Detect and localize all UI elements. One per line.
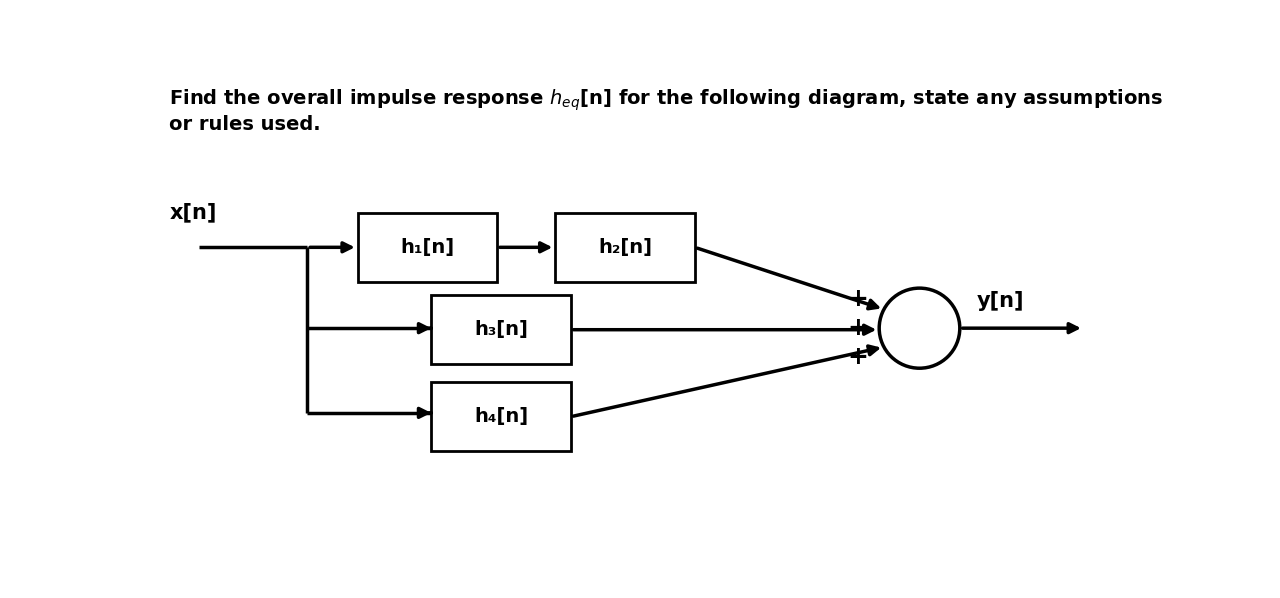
Text: Find the overall impulse response $h_{eq}$[n] for the following diagram, state a: Find the overall impulse response $h_{eq…: [169, 87, 1164, 112]
Text: +: +: [847, 316, 868, 340]
Text: h₄[n]: h₄[n]: [474, 407, 529, 426]
Text: h₁[n]: h₁[n]: [401, 238, 454, 257]
Circle shape: [879, 288, 960, 368]
Bar: [556, 213, 695, 282]
Bar: [431, 382, 571, 451]
Bar: [431, 295, 571, 364]
Text: x[n]: x[n]: [169, 203, 216, 222]
Text: +: +: [847, 287, 868, 311]
Text: h₂[n]: h₂[n]: [598, 238, 652, 257]
Text: or rules used.: or rules used.: [169, 115, 321, 134]
Bar: [357, 213, 497, 282]
Text: +: +: [847, 346, 868, 370]
Text: y[n]: y[n]: [977, 291, 1024, 311]
Text: h₃[n]: h₃[n]: [474, 320, 527, 339]
